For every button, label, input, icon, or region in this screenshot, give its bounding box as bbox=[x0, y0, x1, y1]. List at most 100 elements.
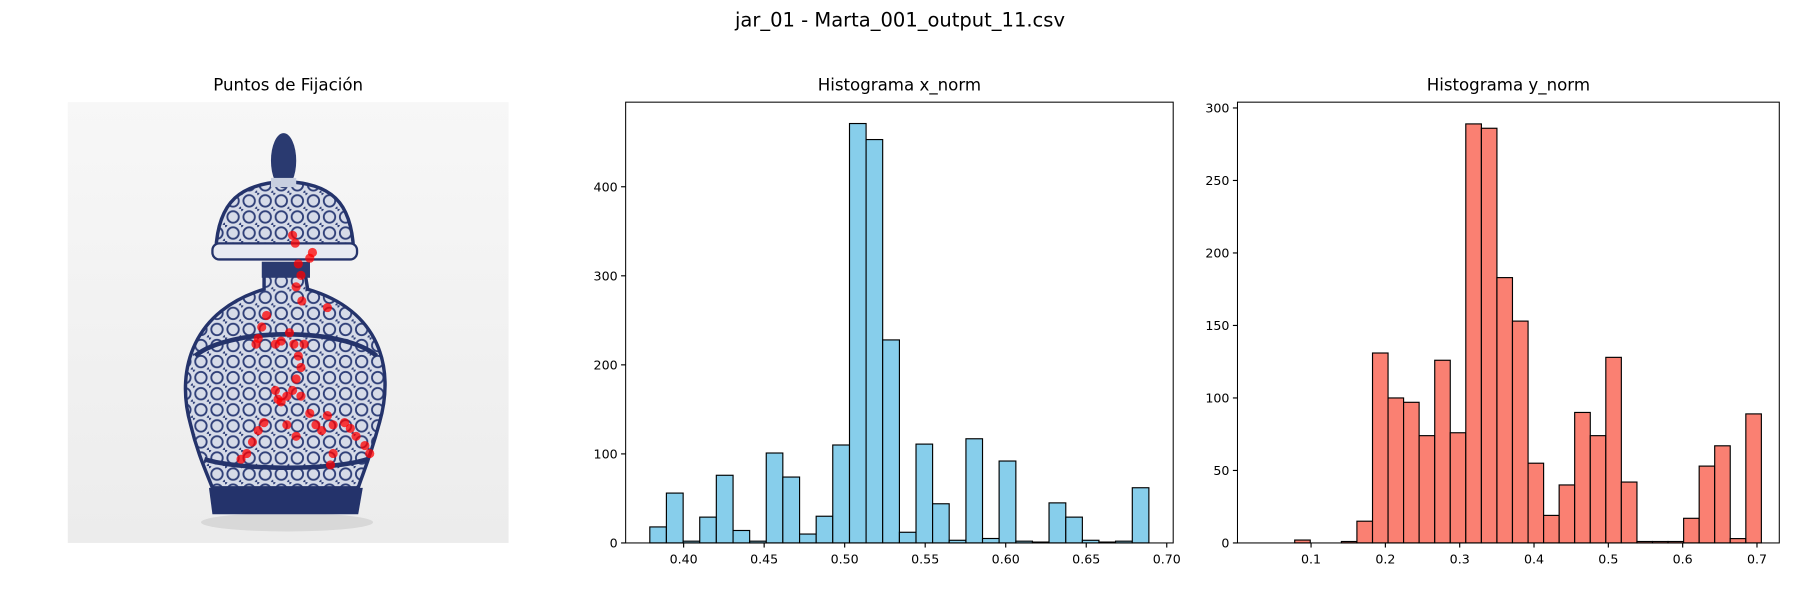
fixation-point bbox=[351, 431, 361, 441]
x-tick-label: 0.55 bbox=[911, 552, 939, 567]
fixation-point bbox=[259, 418, 269, 428]
bar bbox=[882, 339, 901, 544]
fixation-point bbox=[311, 420, 321, 430]
bar bbox=[1496, 277, 1514, 544]
bar bbox=[1605, 356, 1622, 544]
bar bbox=[1480, 127, 1498, 544]
y-tick-label: 200 bbox=[1205, 246, 1229, 261]
bar bbox=[732, 529, 751, 544]
fixation-point bbox=[322, 302, 332, 313]
bar bbox=[1745, 413, 1762, 544]
fixation-point bbox=[236, 454, 246, 464]
fixation-point bbox=[282, 391, 292, 401]
y-tick-label: 250 bbox=[1205, 173, 1229, 188]
bar bbox=[1714, 445, 1731, 544]
x-tick-label: 0.65 bbox=[1072, 552, 1100, 567]
bar bbox=[815, 515, 834, 544]
y-tick-label: 0 bbox=[610, 536, 618, 551]
bar bbox=[782, 476, 801, 544]
panel-title: Histograma y_norm bbox=[1427, 76, 1590, 96]
fixation-point bbox=[365, 448, 375, 459]
fixation-point bbox=[242, 448, 252, 459]
bar bbox=[1387, 397, 1405, 544]
bar bbox=[1048, 502, 1067, 544]
x-tick-label: 0.40 bbox=[670, 552, 698, 567]
fixation-point bbox=[247, 437, 258, 447]
panel-title: Histograma x_norm bbox=[818, 76, 981, 96]
bar bbox=[1698, 465, 1716, 544]
y-tick-label: 400 bbox=[594, 179, 618, 194]
fixation-point bbox=[360, 440, 370, 451]
figure-title: jar_01 - Marta_001_output_11.csv bbox=[734, 8, 1065, 31]
fixation-point bbox=[328, 420, 338, 430]
bar bbox=[765, 452, 784, 544]
y-tick-label: 300 bbox=[1205, 101, 1229, 116]
fixation-point bbox=[251, 339, 261, 349]
fixation-point bbox=[293, 351, 303, 361]
fixation-point bbox=[317, 425, 327, 436]
fixation-point bbox=[328, 448, 338, 459]
bar bbox=[915, 443, 934, 544]
bar bbox=[1511, 320, 1529, 544]
vase-image bbox=[67, 102, 509, 543]
bar bbox=[981, 537, 1000, 544]
axes-frame bbox=[1236, 101, 1780, 544]
fixation-point bbox=[290, 238, 300, 248]
bar bbox=[898, 531, 917, 544]
fixation-point bbox=[287, 230, 298, 240]
bar bbox=[665, 492, 684, 544]
fixation-point bbox=[282, 420, 292, 430]
bar bbox=[865, 138, 884, 544]
bar bbox=[1356, 520, 1374, 544]
fixation-point bbox=[340, 418, 350, 428]
x-tick-label: 0.45 bbox=[750, 552, 778, 567]
fixation-point bbox=[270, 385, 280, 396]
bar bbox=[1403, 401, 1420, 544]
bar bbox=[699, 516, 717, 544]
x-tick-label: 0.2 bbox=[1375, 552, 1395, 567]
fixation-point bbox=[291, 374, 301, 384]
fixation-point bbox=[276, 336, 286, 346]
bar bbox=[1418, 435, 1436, 544]
x-tick-label: 0.70 bbox=[1153, 552, 1181, 567]
x-tick-label: 0.60 bbox=[992, 552, 1020, 567]
bar bbox=[1729, 538, 1747, 544]
bar bbox=[1543, 514, 1560, 544]
x-tick-label: 0.6 bbox=[1673, 552, 1693, 567]
bar bbox=[1620, 481, 1638, 544]
bar bbox=[932, 503, 950, 544]
bar bbox=[1683, 517, 1700, 544]
x-tick-label: 0.4 bbox=[1524, 552, 1544, 567]
x-tick-label: 0.50 bbox=[831, 552, 859, 567]
y-tick-label: 300 bbox=[594, 268, 618, 283]
bar bbox=[965, 438, 984, 544]
bar bbox=[832, 444, 851, 544]
fixation-point bbox=[299, 339, 309, 349]
fixation-point bbox=[305, 253, 315, 263]
bar bbox=[1465, 123, 1482, 544]
y-tick-label: 50 bbox=[1213, 463, 1229, 478]
fixation-point bbox=[325, 460, 336, 470]
fixation-point bbox=[296, 362, 306, 373]
x-tick-label: 0.5 bbox=[1598, 552, 1618, 567]
axes-frame bbox=[625, 101, 1174, 544]
fixation-point bbox=[305, 408, 315, 418]
fixation-point bbox=[293, 259, 303, 269]
fixation-point bbox=[296, 270, 306, 280]
y-tick-label: 100 bbox=[594, 446, 618, 461]
bar bbox=[1434, 359, 1451, 544]
bar bbox=[1589, 435, 1607, 544]
bar bbox=[1558, 484, 1576, 544]
y-tick-label: 100 bbox=[1205, 391, 1229, 406]
y-tick-label: 150 bbox=[1205, 318, 1229, 333]
fixation-point bbox=[322, 410, 332, 421]
bar bbox=[848, 122, 867, 544]
fixation-point bbox=[284, 328, 295, 338]
x-tick-label: 0.3 bbox=[1450, 552, 1470, 567]
bar bbox=[1131, 487, 1150, 544]
bar bbox=[1371, 352, 1389, 544]
fixation-point bbox=[291, 431, 301, 441]
bar bbox=[998, 460, 1017, 544]
fixation-point bbox=[289, 339, 299, 349]
